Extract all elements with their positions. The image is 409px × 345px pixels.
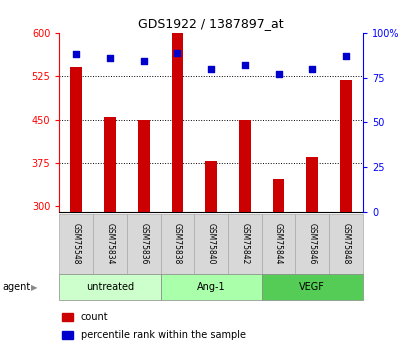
Bar: [137, 120, 149, 345]
Text: GSM75844: GSM75844: [273, 223, 282, 265]
Text: GSM75836: GSM75836: [139, 223, 148, 265]
Point: [106, 55, 113, 61]
Bar: [160, 274, 261, 300]
Bar: [227, 214, 261, 274]
Point: [241, 62, 247, 68]
Point: [308, 66, 315, 71]
Bar: [238, 120, 250, 345]
Bar: [171, 33, 183, 345]
Title: GDS1922 / 1387897_at: GDS1922 / 1387897_at: [138, 17, 283, 30]
Bar: [59, 274, 160, 300]
Point: [174, 50, 180, 55]
Text: GSM75848: GSM75848: [341, 224, 350, 265]
Text: untreated: untreated: [86, 282, 134, 292]
Bar: [272, 179, 284, 345]
Text: GSM75838: GSM75838: [173, 224, 182, 265]
Text: agent: agent: [2, 282, 30, 292]
Text: GSM75834: GSM75834: [105, 223, 114, 265]
Text: percentile rank within the sample: percentile rank within the sample: [81, 330, 245, 340]
Bar: [62, 331, 73, 339]
Text: GSM75842: GSM75842: [240, 224, 249, 265]
Point: [274, 71, 281, 77]
Text: count: count: [81, 312, 108, 322]
Bar: [205, 161, 216, 345]
Bar: [104, 117, 116, 345]
Bar: [194, 214, 227, 274]
Text: ▶: ▶: [31, 283, 37, 292]
Text: VEGF: VEGF: [299, 282, 324, 292]
Bar: [261, 274, 362, 300]
Bar: [93, 214, 126, 274]
Bar: [70, 68, 82, 345]
Point: [140, 59, 147, 64]
Bar: [126, 214, 160, 274]
Text: GSM75840: GSM75840: [206, 223, 215, 265]
Bar: [328, 214, 362, 274]
Bar: [339, 80, 351, 345]
Bar: [59, 214, 93, 274]
Point: [342, 53, 348, 59]
Bar: [295, 214, 328, 274]
Point: [73, 51, 79, 57]
Bar: [306, 157, 317, 345]
Text: GSM75846: GSM75846: [307, 223, 316, 265]
Point: [207, 66, 214, 71]
Bar: [62, 313, 73, 321]
Text: GSM75548: GSM75548: [72, 223, 81, 265]
Bar: [261, 214, 295, 274]
Bar: [160, 214, 194, 274]
Text: Ang-1: Ang-1: [196, 282, 225, 292]
